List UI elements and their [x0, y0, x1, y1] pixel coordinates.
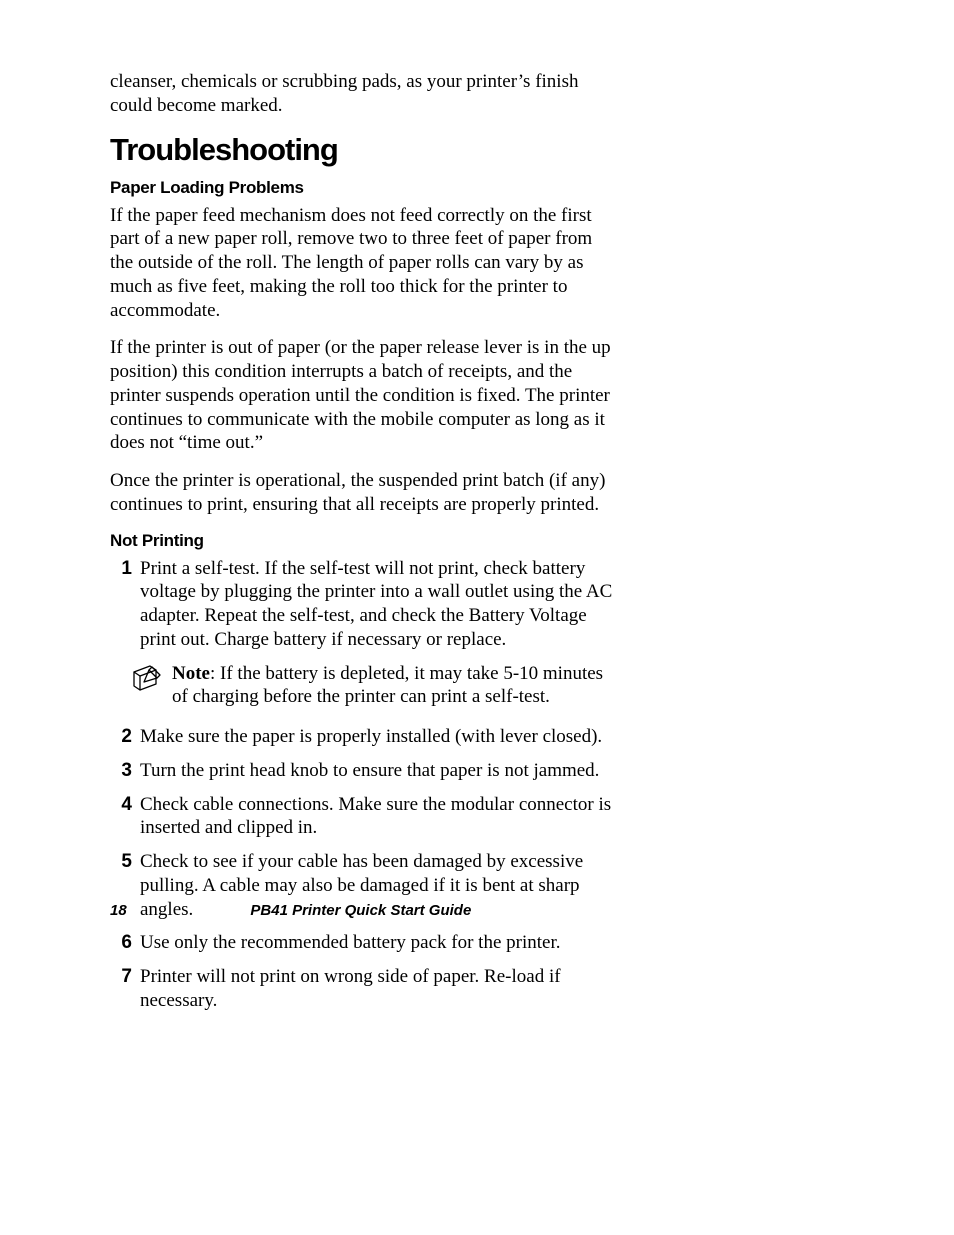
note-text: Note: If the battery is depleted, it may… — [172, 662, 615, 710]
section1-paragraph-2: If the printer is out of paper (or the p… — [110, 336, 615, 455]
intro-paragraph: cleanser, chemicals or scrubbing pads, a… — [110, 70, 615, 118]
step-text: Printer will not print on wrong side of … — [140, 965, 615, 1013]
note-block: Note: If the battery is depleted, it may… — [130, 662, 615, 710]
step-text: Print a self-test. If the self-test will… — [140, 557, 615, 652]
subheading-paper-loading: Paper Loading Problems — [110, 178, 615, 198]
step-6: 6 Use only the recommended battery pack … — [110, 931, 615, 955]
note-icon — [130, 662, 172, 699]
step-number: 1 — [110, 557, 140, 581]
step-number: 3 — [110, 759, 140, 783]
page-number: 18 — [110, 902, 127, 919]
content-column: cleanser, chemicals or scrubbing pads, a… — [110, 70, 615, 1023]
note-label: Note — [172, 663, 210, 684]
section1-paragraph-1: If the paper feed mechanism does not fee… — [110, 204, 615, 323]
section-title: Troubleshooting — [110, 132, 615, 168]
page: cleanser, chemicals or scrubbing pads, a… — [0, 0, 954, 1235]
step-2: 2 Make sure the paper is properly instal… — [110, 725, 615, 749]
subheading-not-printing: Not Printing — [110, 531, 615, 551]
note-body: : If the battery is depleted, it may tak… — [172, 663, 603, 708]
section1-paragraph-3: Once the printer is operational, the sus… — [110, 469, 615, 517]
step-1: 1 Print a self-test. If the self-test wi… — [110, 557, 615, 652]
step-text: Use only the recommended battery pack fo… — [140, 931, 615, 955]
step-text: Check cable connections. Make sure the m… — [140, 793, 615, 841]
step-number: 2 — [110, 725, 140, 749]
step-number: 6 — [110, 931, 140, 955]
page-footer: 18 PB41 Printer Quick Start Guide — [110, 902, 615, 919]
document-title: PB41 Printer Quick Start Guide — [127, 902, 595, 919]
step-text: Turn the print head knob to ensure that … — [140, 759, 615, 783]
step-7: 7 Printer will not print on wrong side o… — [110, 965, 615, 1013]
step-number: 4 — [110, 793, 140, 817]
step-text: Make sure the paper is properly installe… — [140, 725, 615, 749]
step-3: 3 Turn the print head knob to ensure tha… — [110, 759, 615, 783]
step-number: 7 — [110, 965, 140, 989]
step-number: 5 — [110, 850, 140, 874]
step-4: 4 Check cable connections. Make sure the… — [110, 793, 615, 841]
footer-spacer — [595, 902, 615, 919]
